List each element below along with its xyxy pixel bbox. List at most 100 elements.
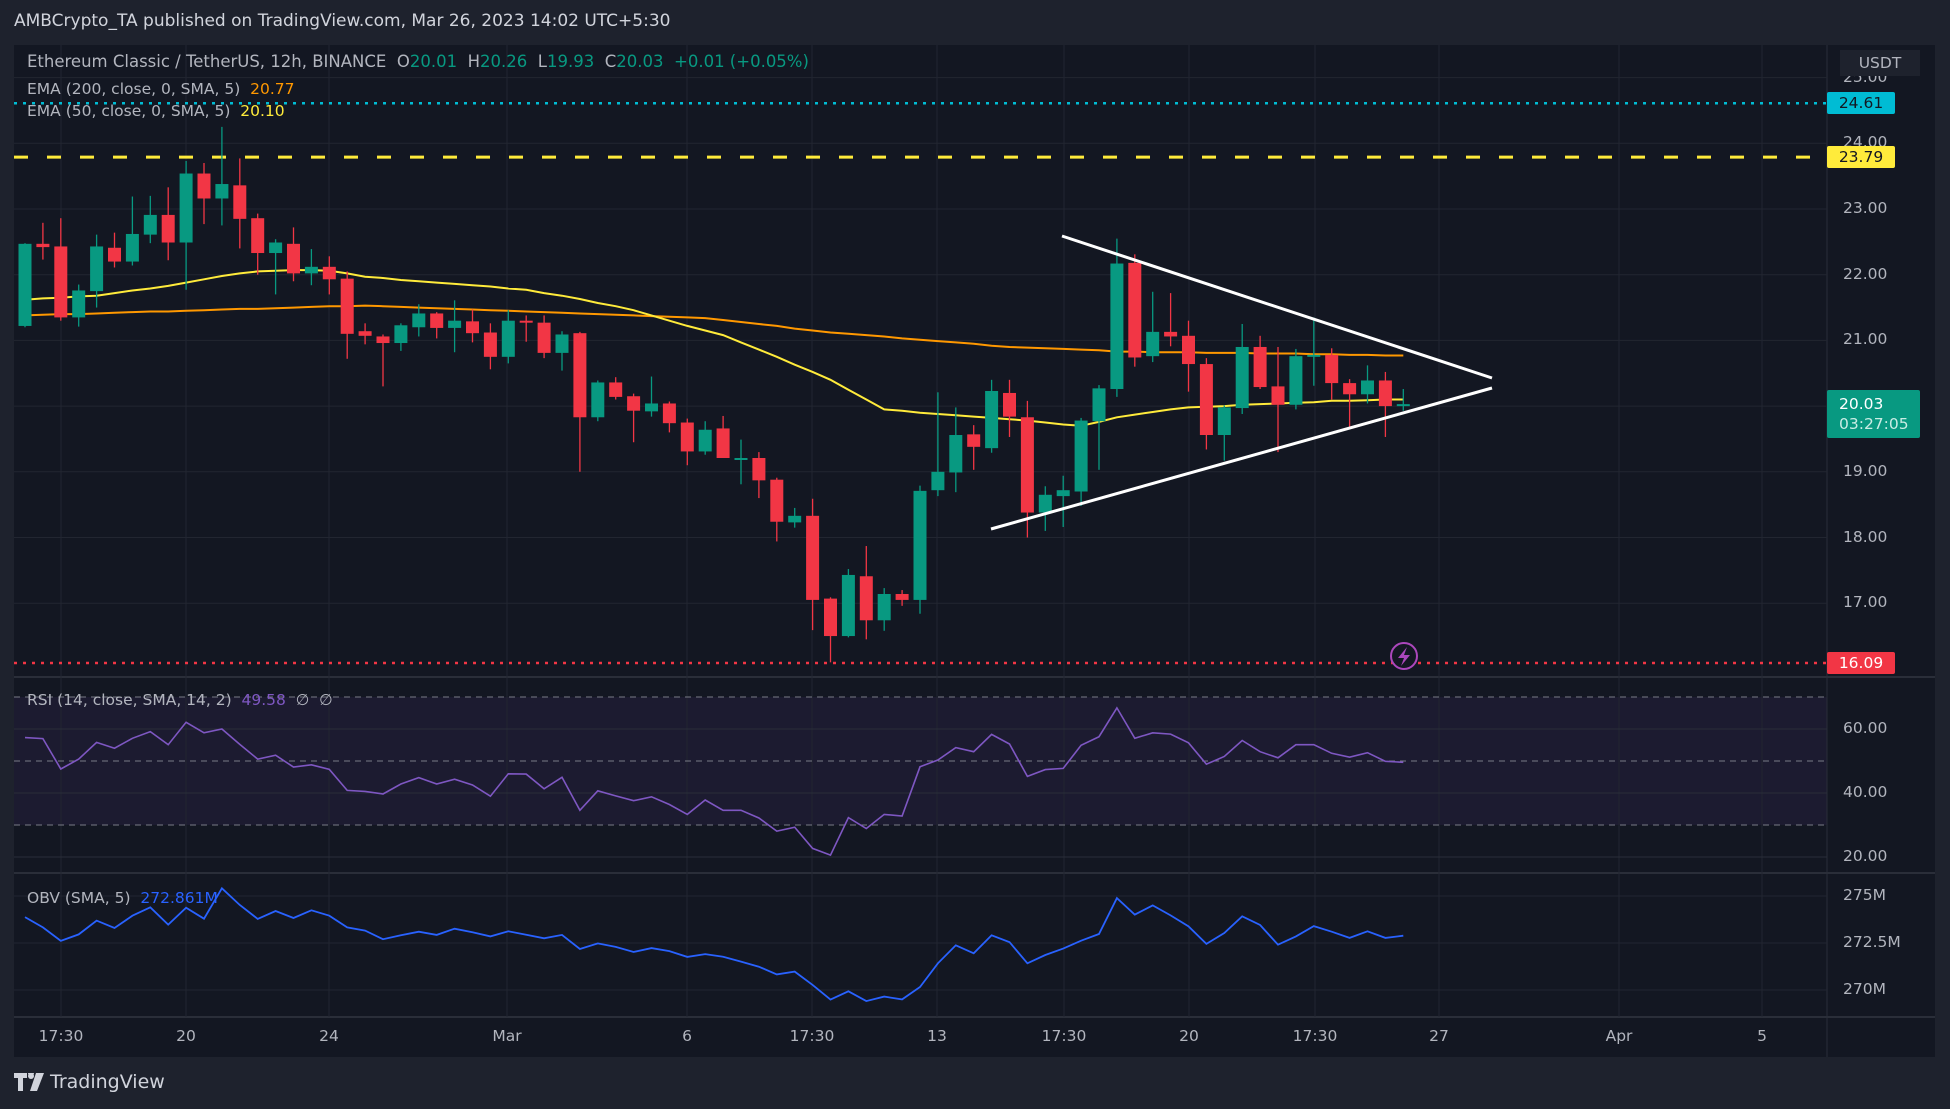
time-tick-label: 5 bbox=[1757, 1027, 1767, 1045]
candle bbox=[1020, 400, 1034, 538]
close-label: C bbox=[604, 52, 617, 71]
candle bbox=[36, 222, 50, 260]
candle-body bbox=[340, 278, 354, 334]
obv-legend[interactable]: OBV (SMA, 5) 272.861M bbox=[27, 889, 218, 907]
candle bbox=[537, 315, 551, 359]
candle-body bbox=[1361, 380, 1374, 395]
candle-body bbox=[1325, 354, 1339, 384]
candle-body bbox=[215, 184, 229, 199]
candle-body bbox=[859, 576, 873, 621]
candle-body bbox=[1307, 354, 1321, 357]
candle bbox=[662, 401, 676, 433]
triangle-lower-trendline bbox=[990, 386, 1493, 531]
currency-label[interactable]: USDT bbox=[1840, 50, 1920, 76]
high-value: 20.26 bbox=[480, 52, 528, 71]
candle-body bbox=[806, 515, 820, 600]
candle-body bbox=[1199, 364, 1213, 436]
candle bbox=[627, 393, 641, 443]
candle-body bbox=[662, 403, 676, 424]
candle bbox=[716, 415, 730, 459]
obv-line bbox=[24, 886, 1404, 1003]
candle-body bbox=[501, 320, 515, 357]
candle bbox=[358, 323, 372, 345]
candle-body bbox=[287, 243, 300, 274]
change-value: +0.01 (+0.05%) bbox=[674, 52, 809, 71]
candle bbox=[1378, 371, 1392, 437]
obv-tick-label: 272.5M bbox=[1843, 933, 1901, 951]
candle-body bbox=[18, 243, 32, 326]
close-value: 20.03 bbox=[616, 52, 664, 71]
candle bbox=[430, 312, 444, 339]
current-price-label: 20.03 03:27:05 bbox=[1827, 390, 1920, 438]
candle-body bbox=[1235, 346, 1249, 409]
candle-body bbox=[376, 336, 390, 344]
rsi-value: 49.58 bbox=[241, 691, 286, 709]
candle-body bbox=[304, 266, 318, 274]
candle bbox=[967, 425, 981, 470]
brand-name: TradingView bbox=[50, 1071, 165, 1093]
candle bbox=[448, 300, 462, 353]
candle bbox=[287, 227, 300, 282]
ema50-legend[interactable]: EMA (50, close, 0, SMA, 5) 20.10 bbox=[27, 102, 285, 120]
candle-body bbox=[734, 458, 748, 461]
candle-body bbox=[394, 325, 408, 344]
candle-body bbox=[698, 429, 712, 452]
rsi-tick-label: 20.00 bbox=[1843, 847, 1888, 865]
candle-body bbox=[54, 246, 68, 318]
candle bbox=[322, 256, 336, 295]
obv-tick-label: 275M bbox=[1843, 886, 1886, 904]
time-tick-label: Apr bbox=[1605, 1027, 1633, 1045]
candle bbox=[304, 249, 318, 286]
candle bbox=[1343, 379, 1357, 428]
candle bbox=[72, 284, 86, 327]
candle bbox=[1038, 486, 1052, 531]
rsi-legend[interactable]: RSI (14, close, SMA, 14, 2) 49.58 ∅ ∅ bbox=[27, 691, 333, 709]
red-level-label: 16.09 bbox=[1827, 652, 1895, 674]
candle bbox=[1289, 348, 1303, 410]
yellow-level-label: 23.79 bbox=[1827, 146, 1895, 168]
tradingview-footer-logo[interactable]: TradingView bbox=[14, 1071, 165, 1093]
price-tick-label: 21.00 bbox=[1843, 330, 1888, 349]
candle-body bbox=[1038, 494, 1052, 513]
time-tick-label: 24 bbox=[319, 1027, 339, 1045]
candle-body bbox=[72, 290, 86, 318]
lightning-icon[interactable] bbox=[1390, 642, 1418, 670]
candle-body bbox=[1253, 346, 1267, 388]
candle bbox=[555, 331, 569, 371]
rsi-tick-label: 60.00 bbox=[1843, 719, 1888, 737]
ema200-legend[interactable]: EMA (200, close, 0, SMA, 5) 20.77 bbox=[27, 80, 295, 98]
price-tick-label: 22.00 bbox=[1843, 264, 1888, 283]
candle bbox=[698, 421, 712, 455]
candle-body bbox=[36, 243, 50, 248]
candle-body bbox=[1020, 417, 1034, 513]
candle-body bbox=[412, 313, 426, 328]
candle bbox=[1325, 348, 1339, 400]
time-tick-label: 17:30 bbox=[1041, 1027, 1087, 1045]
candle-body bbox=[967, 434, 981, 447]
candle-body bbox=[573, 333, 587, 418]
time-tick-label: 6 bbox=[682, 1027, 692, 1045]
candle bbox=[859, 546, 873, 640]
symbol-legend: Ethereum Classic / TetherUS, 12h, BINANC… bbox=[27, 52, 809, 71]
symbol-title[interactable]: Ethereum Classic / TetherUS, 12h, BINANC… bbox=[27, 52, 387, 71]
time-tick-label: 17:30 bbox=[789, 1027, 835, 1045]
candle-body bbox=[877, 594, 891, 621]
chart-area[interactable] bbox=[14, 45, 1935, 1057]
candle bbox=[770, 477, 784, 542]
candle bbox=[1074, 417, 1088, 506]
candle-body bbox=[430, 313, 444, 328]
candle-body bbox=[269, 242, 283, 254]
ema200-line bbox=[24, 304, 1404, 357]
candle bbox=[54, 218, 68, 321]
candle bbox=[179, 161, 193, 290]
candle-body bbox=[1396, 404, 1410, 407]
candle bbox=[1164, 293, 1178, 347]
candle-body bbox=[931, 471, 945, 491]
candle-body bbox=[609, 382, 623, 397]
ema200-label: EMA (200, close, 0, SMA, 5) bbox=[27, 80, 241, 98]
candle-body bbox=[1378, 380, 1392, 407]
price-tick-label: 19.00 bbox=[1843, 461, 1888, 480]
candle-body bbox=[197, 173, 211, 199]
candle-body bbox=[448, 320, 462, 328]
